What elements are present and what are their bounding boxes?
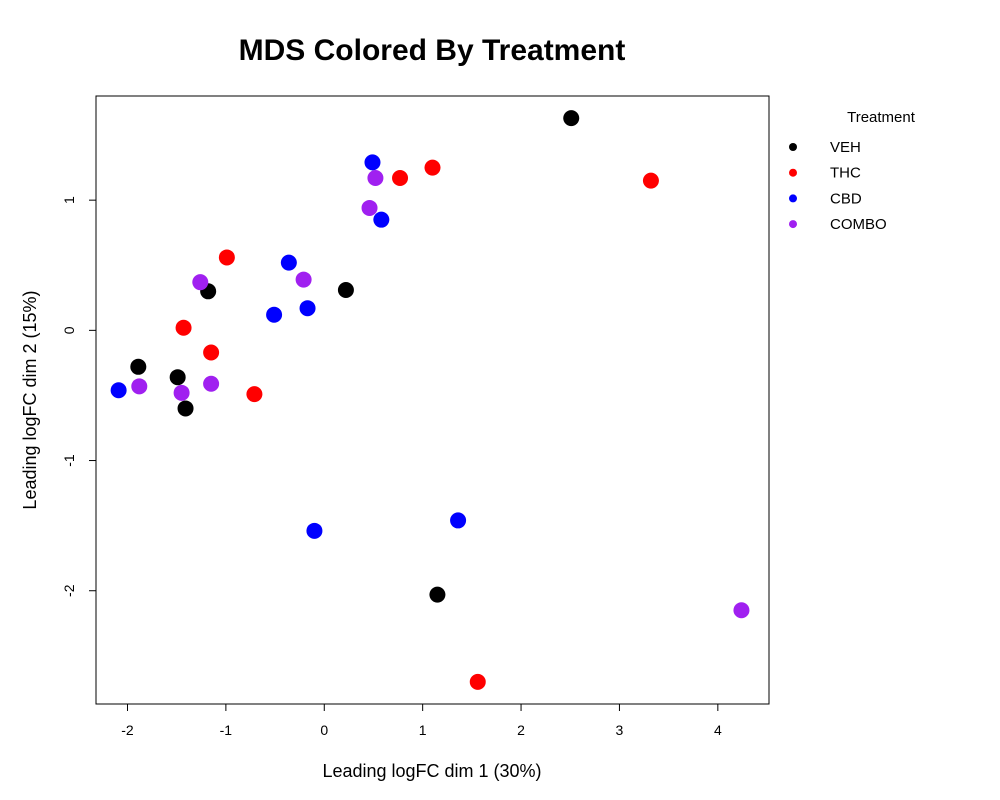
data-point-thc xyxy=(218,249,235,266)
legend-title: Treatment xyxy=(847,109,916,126)
data-point-thc xyxy=(175,319,192,336)
data-point-combo xyxy=(203,375,220,392)
legend-label-combo: COMBO xyxy=(830,216,887,233)
data-point-combo xyxy=(131,378,148,395)
data-point-cbd xyxy=(364,154,381,171)
data-point-thc xyxy=(246,386,263,403)
legend-marker-cbd xyxy=(789,194,797,203)
series-veh xyxy=(130,110,580,603)
legend-label-veh: VEH xyxy=(830,139,861,156)
legend: Treatment VEH THC CBD COMBO xyxy=(789,109,916,233)
data-point-combo xyxy=(361,199,378,216)
series-cbd xyxy=(110,154,467,539)
data-point-veh xyxy=(177,400,194,417)
x-tick-label: 2 xyxy=(517,722,525,738)
data-point-combo xyxy=(173,384,190,401)
legend-item-combo: COMBO xyxy=(789,216,887,233)
data-point-thc xyxy=(203,344,220,361)
data-point-thc xyxy=(424,159,441,176)
legend-marker-combo xyxy=(789,220,797,229)
x-tick-label: -1 xyxy=(220,722,233,738)
data-point-cbd xyxy=(450,512,467,529)
legend-item-cbd: CBD xyxy=(789,190,862,207)
y-axis-label: Leading logFC dim 2 (15%) xyxy=(20,290,40,509)
data-point-cbd xyxy=(110,382,127,399)
data-point-combo xyxy=(295,271,312,288)
data-point-veh xyxy=(429,586,446,603)
y-tick-label: 0 xyxy=(61,326,77,334)
data-point-cbd xyxy=(266,306,283,323)
x-tick-label: 4 xyxy=(714,722,722,738)
y-tick-label: -2 xyxy=(61,584,77,597)
legend-marker-thc xyxy=(789,168,797,177)
y-tick-label: -1 xyxy=(61,454,77,467)
data-point-cbd xyxy=(306,522,323,539)
data-point-combo xyxy=(733,602,750,619)
data-point-thc xyxy=(642,172,659,189)
y-axis: -2 -1 0 1 xyxy=(61,196,97,597)
data-point-cbd xyxy=(373,211,390,228)
legend-label-thc: THC xyxy=(830,165,861,182)
data-points xyxy=(110,110,750,690)
series-thc xyxy=(175,159,659,690)
x-tick-label: -2 xyxy=(121,722,134,738)
data-point-combo xyxy=(367,170,384,187)
x-axis-label: Leading logFC dim 1 (30%) xyxy=(322,761,541,781)
data-point-cbd xyxy=(299,300,316,317)
data-point-combo xyxy=(192,274,209,291)
data-point-veh xyxy=(563,110,580,127)
data-point-veh xyxy=(169,369,186,386)
legend-item-thc: THC xyxy=(789,165,861,182)
x-axis: -2 -1 0 1 2 3 4 xyxy=(121,703,722,738)
x-tick-label: 0 xyxy=(320,722,328,738)
x-tick-label: 3 xyxy=(616,722,624,738)
data-point-thc xyxy=(392,170,409,187)
y-tick-label: 1 xyxy=(61,196,77,204)
chart-title: MDS Colored By Treatment xyxy=(239,34,626,67)
data-point-veh xyxy=(130,358,147,375)
x-tick-label: 1 xyxy=(419,722,427,738)
data-point-cbd xyxy=(280,254,297,271)
data-point-veh xyxy=(337,281,354,298)
data-point-thc xyxy=(469,673,486,690)
legend-marker-veh xyxy=(789,143,797,151)
series-combo xyxy=(131,170,750,619)
legend-item-veh: VEH xyxy=(789,139,861,156)
legend-label-cbd: CBD xyxy=(830,190,862,207)
